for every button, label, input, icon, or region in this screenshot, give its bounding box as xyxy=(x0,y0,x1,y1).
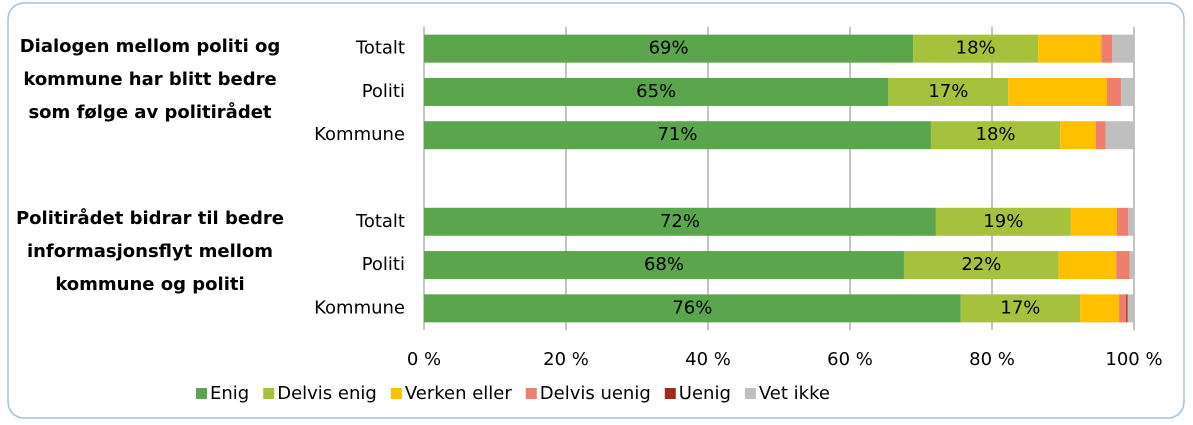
x-tick-label: 100 % xyxy=(1105,349,1162,370)
bar-segment xyxy=(888,77,1009,106)
bar-segment xyxy=(1126,294,1128,323)
value-label: 22% xyxy=(961,254,1001,275)
legend-label: Delvis uenig xyxy=(540,383,651,404)
bar-segment xyxy=(424,34,914,63)
bar-segment xyxy=(1038,34,1102,63)
value-label: 69% xyxy=(649,38,689,59)
legend-swatch xyxy=(525,388,537,399)
value-label: 18% xyxy=(956,38,996,59)
legend-label: Vet ikke xyxy=(759,383,830,404)
legend-swatch xyxy=(263,388,275,399)
y-tick-label: Politi xyxy=(362,81,405,102)
value-label: 18% xyxy=(976,124,1016,145)
value-label: 19% xyxy=(983,211,1023,232)
bar-segment xyxy=(930,121,1061,150)
legend-swatch xyxy=(390,388,402,399)
value-label: 65% xyxy=(636,81,676,102)
bar-segment xyxy=(1127,294,1134,323)
legend-label: Verken eller xyxy=(405,383,513,404)
bar-segment xyxy=(1080,294,1120,323)
bar-segment xyxy=(1095,121,1106,150)
x-tick-label: 80 % xyxy=(969,349,1015,370)
legend-label: Enig xyxy=(210,383,249,404)
x-tick-label: 0 % xyxy=(407,349,441,370)
bar-segment xyxy=(1129,251,1134,280)
x-tick-label: 60 % xyxy=(827,349,873,370)
bar-segment xyxy=(960,294,1081,323)
bar-segment xyxy=(1111,34,1134,63)
bar-segment xyxy=(935,207,1071,236)
bar-segment xyxy=(1128,207,1134,236)
bar-segment xyxy=(1107,77,1122,106)
y-tick-label: Kommune xyxy=(314,124,405,145)
bar-segment xyxy=(1070,207,1117,236)
bar-segment xyxy=(1060,121,1096,150)
legend-swatch xyxy=(744,388,756,399)
x-tick-label: 40 % xyxy=(685,349,731,370)
y-tick-label: Kommune xyxy=(314,297,405,318)
legend-label: Uenig xyxy=(679,383,731,404)
legend-swatch xyxy=(664,388,676,399)
bar-segment xyxy=(424,121,931,150)
value-label: 68% xyxy=(644,254,684,275)
bar-segment xyxy=(424,77,889,106)
bar-segment xyxy=(1105,121,1134,150)
bar-segment xyxy=(1058,251,1117,280)
bar-segment xyxy=(1119,294,1127,323)
bar-segment xyxy=(913,34,1039,63)
y-tick-label: Totalt xyxy=(355,38,405,59)
value-label: 72% xyxy=(660,211,700,232)
value-label: 17% xyxy=(928,81,968,102)
bar-segment xyxy=(424,294,961,323)
frame xyxy=(7,2,1185,419)
bar-segment xyxy=(1116,251,1130,280)
bar-segment xyxy=(424,251,904,280)
value-label: 71% xyxy=(657,124,697,145)
bar-segment xyxy=(1008,77,1108,106)
legend-swatch xyxy=(196,388,207,399)
value-label: 17% xyxy=(1000,297,1040,318)
group-label: Politirådet bidrar til bedre informasjon… xyxy=(15,208,285,295)
bar-segment xyxy=(1116,207,1129,236)
x-tick-label: 20 % xyxy=(543,349,589,370)
bar-segment xyxy=(1121,77,1134,106)
legend-label: Delvis enig xyxy=(277,383,377,404)
bar-segment xyxy=(903,251,1059,280)
bar-segment xyxy=(1101,34,1112,63)
value-label: 76% xyxy=(672,297,712,318)
bar-segment xyxy=(424,207,936,236)
y-tick-label: Totalt xyxy=(355,211,405,232)
group-label: Dialogen mellom politi og kommune har bl… xyxy=(19,36,281,123)
y-tick-label: Politi xyxy=(362,254,405,275)
